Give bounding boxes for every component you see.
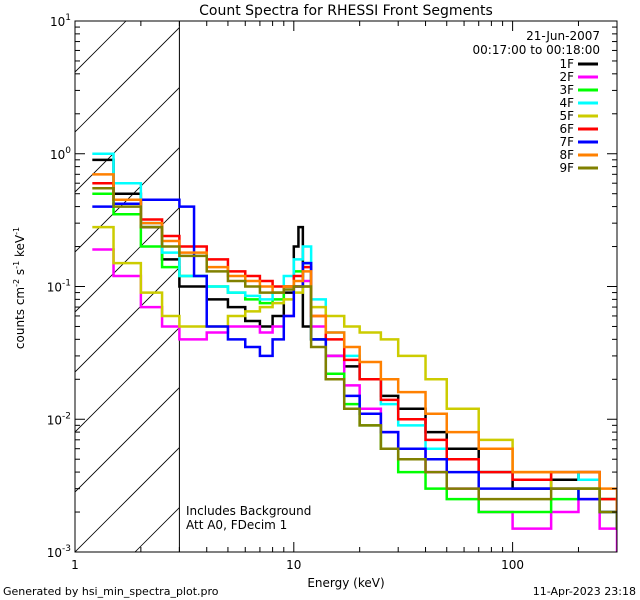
legend-label-6f: 6F <box>559 122 574 136</box>
y-tick-label: 100 <box>50 146 71 162</box>
note-background: Includes Background <box>186 504 311 518</box>
y-tick-label: 10-3 <box>47 544 71 560</box>
hatch-line <box>75 27 180 133</box>
series-line-4f <box>92 152 617 514</box>
note-attenuator: Att A0, FDecim 1 <box>186 518 287 532</box>
hatch-line <box>0 21 6 552</box>
x-tick-label: 100 <box>501 558 524 572</box>
legend-label-5f: 5F <box>559 109 574 123</box>
legend-label-2f: 2F <box>559 70 574 84</box>
hatch-line <box>75 87 180 193</box>
footer-timestamp: 11-Apr-2023 23:18 <box>533 585 636 598</box>
ylabel-exp-2: -1 <box>12 261 21 269</box>
legend-label-3f: 3F <box>559 83 574 97</box>
hatch-line <box>75 447 180 552</box>
y-tick-label: 10-1 <box>47 279 71 295</box>
legend-label-4f: 4F <box>559 96 574 110</box>
hatch-line <box>75 207 180 313</box>
series-line-9f <box>92 186 617 530</box>
series-line-8f <box>92 173 617 514</box>
y-tick-label: 101 <box>50 13 71 29</box>
series-line-3f <box>92 192 617 530</box>
hatch-line <box>75 387 180 493</box>
legend-label-8f: 8F <box>559 148 574 162</box>
x-axis-label: Energy (keV) <box>307 576 384 590</box>
ylabel-part-2: s <box>13 269 27 279</box>
footer-generated-by: Generated by hsi_min_spectra_plot.pro <box>3 585 219 598</box>
x-tick-label: 10 <box>286 558 301 572</box>
legend-label-7f: 7F <box>559 135 574 149</box>
y-axis-label: counts cm-2 s-1 keV-1 <box>12 227 27 349</box>
legend-label-9f: 9F <box>559 161 574 175</box>
y-tick-label: 10-2 <box>47 411 71 427</box>
ylabel-exp-1: -2 <box>12 279 21 287</box>
x-tick-label: 1 <box>71 558 79 572</box>
legend-label-1f: 1F <box>559 57 574 71</box>
hatch-line <box>75 267 180 373</box>
ylabel-exp-3: -1 <box>12 227 21 235</box>
ylabel-part-3: keV <box>13 234 27 261</box>
info-date: 21-Jun-2007 <box>526 29 600 43</box>
ylabel-part-1: counts cm <box>13 287 27 349</box>
series-line-5f <box>92 225 617 514</box>
chart-title: Count Spectra for RHESSI Front Segments <box>199 3 493 19</box>
info-time-range: 00:17:00 to 00:18:00 <box>473 43 600 57</box>
series-line-2f <box>92 248 617 552</box>
